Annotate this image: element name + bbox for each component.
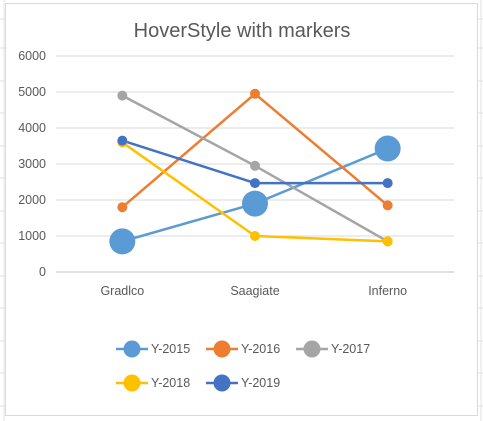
data-point-marker[interactable] [117,90,128,101]
legend-label: Y-2015 [151,342,190,356]
data-point-marker[interactable] [250,231,260,241]
legend-label: Y-2019 [241,376,280,390]
legend-label: Y-2016 [241,342,280,356]
y-tick-label: 0 [39,265,46,279]
data-point-marker[interactable] [250,160,260,171]
y-tick-label: 2000 [18,193,46,207]
y-tick-label: 6000 [18,49,46,63]
y-tick-label: 5000 [18,85,46,99]
data-point-marker[interactable] [242,190,268,217]
x-tick-label: Inferno [368,284,407,298]
y-axis-tick-labels: 0 1000 2000 3000 4000 5000 6000 [18,49,46,279]
data-point-marker[interactable] [382,236,393,247]
series-line[interactable] [121,92,389,209]
data-point-marker[interactable] [117,135,128,146]
x-axis-tick-labels: Gradlco Saagiate Inferno [100,284,407,298]
data-point-marker[interactable] [117,202,128,213]
y-tick-label: 4000 [18,121,46,135]
legend-label: Y-2017 [331,342,370,356]
legend: Y-2015 Y-2016 Y-2017 Y-2018 Y-2019 [116,340,370,392]
data-point-marker[interactable] [109,228,136,255]
legend-marker [123,340,141,358]
y-tick-label: 1000 [18,229,46,243]
chart-title: HoverStyle with markers [134,20,351,42]
line-chart: HoverStyle with markers 0 1000 2000 3000 400… [18,20,454,392]
legend-label: Y-2018 [151,376,190,390]
series-markers [109,88,401,255]
data-point-marker[interactable] [374,135,401,162]
data-point-marker[interactable] [250,88,260,99]
data-point-marker[interactable] [382,200,393,211]
x-tick-label: Saagiate [230,284,279,298]
legend-marker [123,374,141,392]
chart-area[interactable]: HoverStyle with markers 0 1000 2000 3000 400… [5,3,478,416]
y-tick-label: 3000 [18,157,46,171]
legend-marker [303,340,321,358]
legend-marker [213,340,231,358]
data-point-marker[interactable] [382,178,393,189]
legend-marker [213,374,231,392]
data-point-marker[interactable] [250,178,260,189]
x-tick-label: Gradlco [100,284,144,298]
